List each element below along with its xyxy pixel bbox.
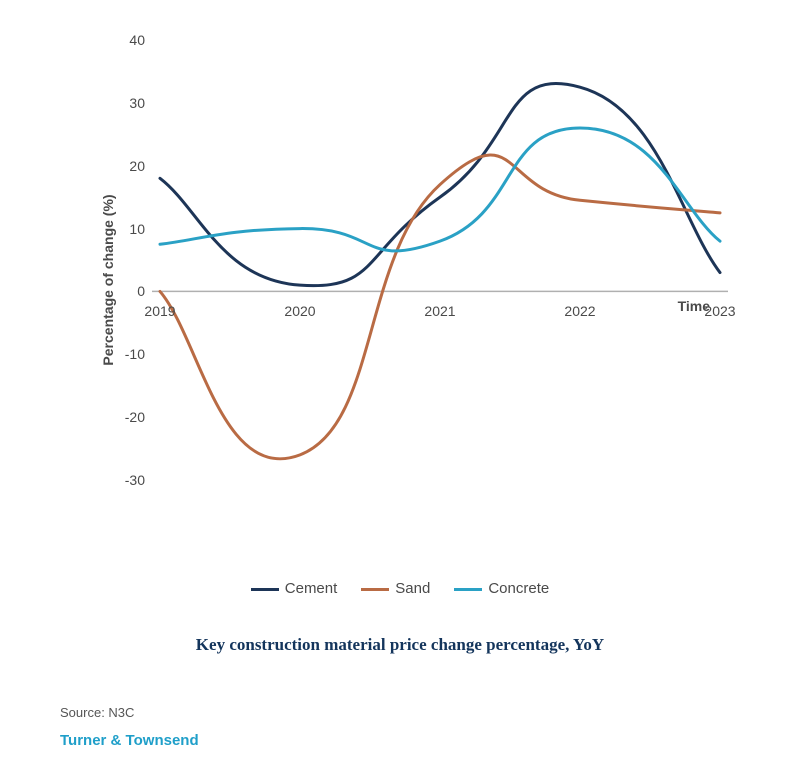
legend-item-cement: Cement [251,580,338,597]
y-tick: 30 [85,95,145,111]
source-text: Source: N3C [60,705,134,720]
legend-swatch [454,588,482,591]
legend-swatch [361,588,389,591]
y-tick: -10 [85,346,145,362]
y-tick: 10 [85,221,145,237]
y-tick: 20 [85,158,145,174]
y-tick: -20 [85,409,145,425]
plot-area: Time 20192020202120222023 -30-20-1001020… [160,40,720,480]
legend-item-sand: Sand [361,580,430,597]
x-tick: 2021 [424,303,455,319]
legend-label: Concrete [488,580,549,597]
legend-label: Cement [285,580,338,597]
y-tick: -30 [85,472,145,488]
chart-svg [160,40,720,480]
series-concrete [160,128,720,251]
chart-container: Percentage of change (%) Time 2019202020… [80,20,740,540]
chart-legend: Cement Sand Concrete [0,580,800,597]
legend-label: Sand [395,580,430,597]
x-tick: 2020 [284,303,315,319]
brand-text: Turner & Townsend [60,732,199,749]
legend-item-concrete: Concrete [454,580,549,597]
y-tick: 0 [85,283,145,299]
chart-caption: Key construction material price change p… [0,635,800,655]
x-tick: 2022 [564,303,595,319]
y-tick: 40 [85,32,145,48]
x-tick: 2023 [704,303,735,319]
series-group [160,84,720,459]
x-tick: 2019 [144,303,175,319]
legend-swatch [251,588,279,591]
